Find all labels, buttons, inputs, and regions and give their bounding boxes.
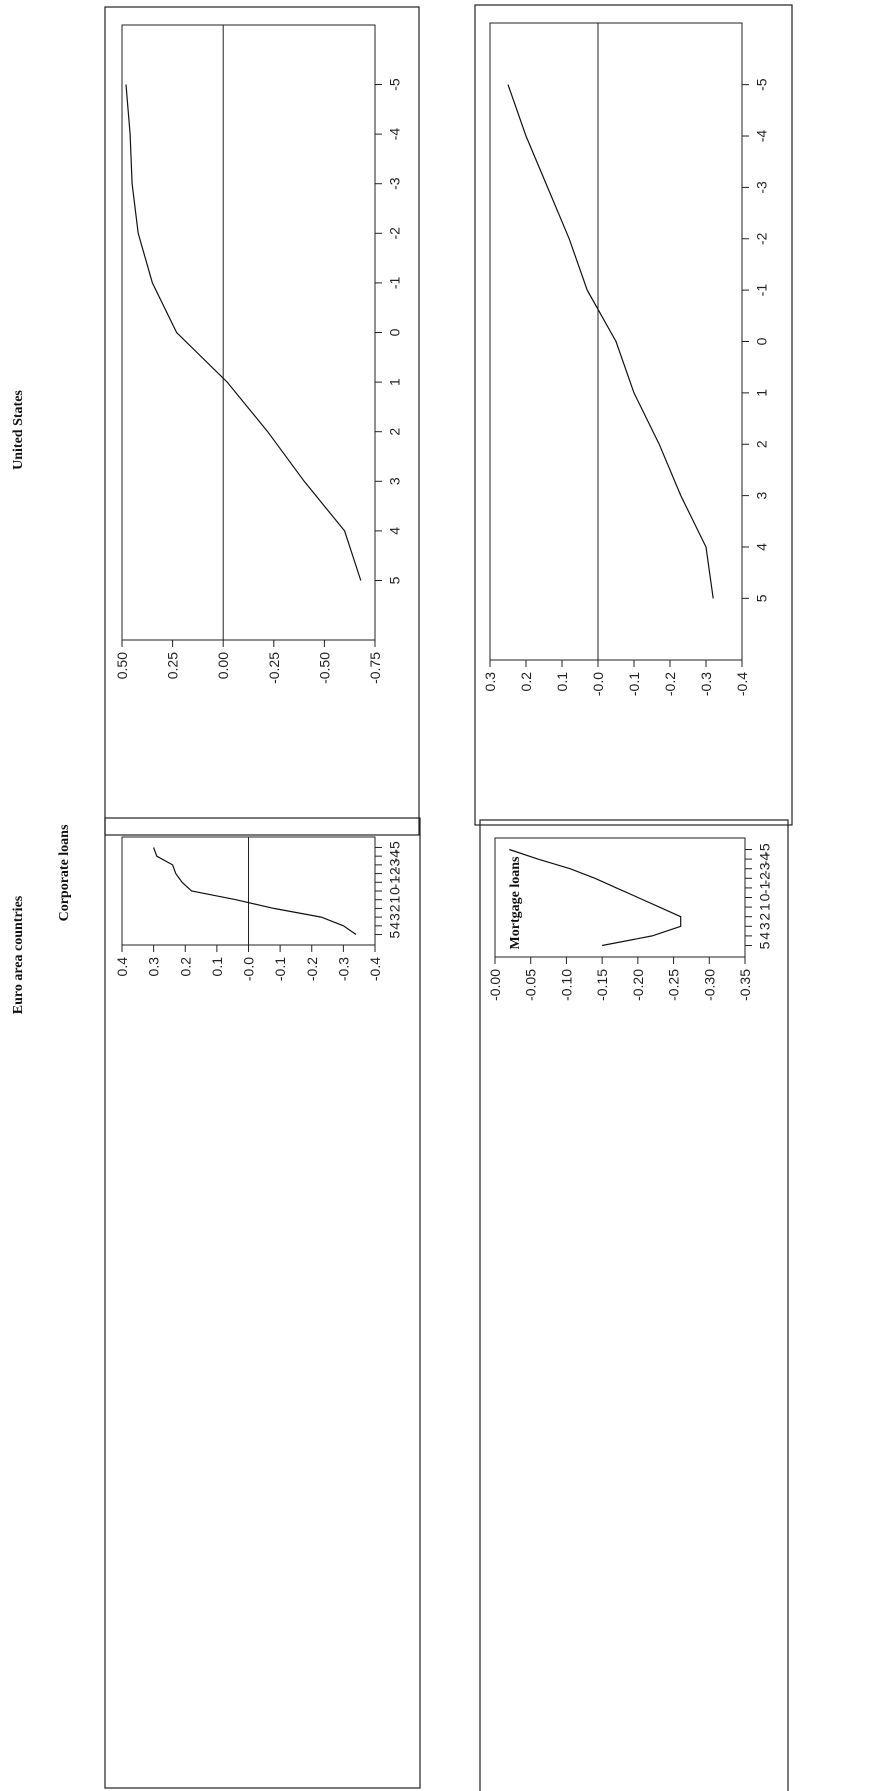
y-tick-label: -0.30 <box>701 969 717 1001</box>
y-tick-label: -0.05 <box>523 969 539 1001</box>
y-tick-label: -0.3 <box>698 672 714 696</box>
series-line <box>507 84 714 599</box>
x-tick-label: 1 <box>753 389 769 397</box>
x-tick-label: -5 <box>386 78 402 91</box>
y-tick-label: -0.25 <box>666 969 682 1001</box>
y-tick-label: -0.75 <box>367 652 383 684</box>
x-tick-label: -1 <box>386 876 402 889</box>
y-tick-label: -0.00 <box>487 969 503 1001</box>
y-tick-label: -0.2 <box>662 672 678 696</box>
y-tick-label: -0.1 <box>626 672 642 696</box>
x-tick-label: -2 <box>753 232 769 245</box>
x-tick-label: 2 <box>386 428 402 436</box>
panel-us-corporate: -5 -4 -3 -2 -1 0 1 2 3 4 5 0.50 0.25 0.00 -0.25 -0.50 -0… <box>104 6 420 836</box>
heading-corporate: Corporate loans <box>57 824 72 921</box>
x-tick-label: 0 <box>386 887 402 895</box>
x-tick-label: -1 <box>753 284 769 297</box>
x-tick-label: 0 <box>753 337 769 345</box>
x-tick-label: 4 <box>756 932 772 940</box>
x-tick-label: 5 <box>756 941 772 949</box>
x-tick-label: 0 <box>386 328 402 336</box>
x-tick-label: 3 <box>753 492 769 500</box>
x-tick-label: 2 <box>386 904 402 912</box>
y-tick-label: -0.1 <box>272 957 288 981</box>
y-tick-label: 0.4 <box>114 957 130 977</box>
x-tick-label: -3 <box>386 177 402 190</box>
x-tick-label: 4 <box>753 543 769 551</box>
y-tick-label: -0.10 <box>558 969 574 1001</box>
x-tick-label: 1 <box>386 378 402 386</box>
y-tick-label: 0.2 <box>177 957 193 977</box>
x-tick-label: 3 <box>386 913 402 921</box>
y-tick-label: -0.0 <box>241 957 257 981</box>
x-tick-label: -1 <box>386 276 402 289</box>
outer-frame <box>479 819 789 1791</box>
y-tick-label: -0.2 <box>304 957 320 981</box>
panel-us-mortgage: -5 -4 -3 -2 -1 0 1 2 3 4 5 0.3 0.2 0.1 -0.0 -0.1 -0.2 -0.… <box>474 4 793 826</box>
x-tick-label: 5 <box>386 930 402 938</box>
x-tick-label: 1 <box>756 903 772 911</box>
plot-area <box>121 24 376 641</box>
y-tick-label: -0.0 <box>590 672 606 696</box>
y-tick-label: -0.50 <box>316 652 332 684</box>
x-tick-label: 1 <box>386 896 402 904</box>
x-tick-label: -4 <box>753 130 769 143</box>
x-tick-label: 4 <box>386 922 402 930</box>
x-tick-label: -5 <box>753 78 769 91</box>
x-tick-label: 2 <box>753 440 769 448</box>
outer-frame <box>104 817 421 1789</box>
x-tick-label: -2 <box>386 867 402 880</box>
y-tick-label: -0.20 <box>630 969 646 1001</box>
x-tick-label: -2 <box>756 872 772 885</box>
x-tick-label: -4 <box>756 853 772 866</box>
x-tick-label: 5 <box>386 576 402 584</box>
y-tick-label: 0.1 <box>209 957 225 977</box>
y-tick-label: 0.50 <box>114 652 130 679</box>
x-tick-label: -4 <box>386 850 402 863</box>
x-tick-label: -2 <box>386 227 402 240</box>
y-tick-label: -0.4 <box>734 672 750 696</box>
heading-us: United States <box>11 390 26 470</box>
x-tick-label: 0 <box>756 893 772 901</box>
x-tick-label: -5 <box>386 841 402 854</box>
x-tick-label: -1 <box>756 881 772 894</box>
x-tick-label: 2 <box>756 913 772 921</box>
x-tick-label: -5 <box>756 843 772 856</box>
y-tick-label: -0.3 <box>335 957 351 981</box>
series-line <box>153 847 357 935</box>
plot-area <box>494 837 746 958</box>
panel-euro-mortgage: -5-4-3-2-10 1 23 45 -0.00 -0.05 -0.10 -0.15 -0.2… <box>479 819 789 1791</box>
outer-frame <box>104 6 420 836</box>
heading-mortgage: Mortgage loans <box>508 856 523 949</box>
y-tick-label: -0.4 <box>367 957 383 981</box>
y-tick-label: -0.35 <box>737 969 753 1001</box>
y-tick-label: 0.3 <box>482 672 498 692</box>
x-tick-label: -3 <box>753 181 769 194</box>
x-tick-label: -3 <box>386 858 402 871</box>
y-tick-label: 0.1 <box>554 672 570 692</box>
x-tick-label: 5 <box>753 594 769 602</box>
series-line <box>125 84 362 581</box>
y-tick-label: 0.25 <box>165 652 181 679</box>
x-tick-label: 3 <box>756 922 772 930</box>
y-tick-label: 0.2 <box>518 672 534 692</box>
x-tick-label: -3 <box>756 862 772 875</box>
y-tick-label: 0.00 <box>215 652 231 679</box>
y-tick-label: -0.25 <box>266 652 282 684</box>
heading-euro: Euro area countries <box>11 895 26 1014</box>
y-tick-label: 0.3 <box>146 957 162 977</box>
series-line <box>509 848 682 947</box>
x-tick-label: 3 <box>386 477 402 485</box>
x-tick-label: -4 <box>386 128 402 141</box>
y-tick-label: -0.15 <box>594 969 610 1001</box>
outer-frame <box>474 4 793 826</box>
x-tick-label: 4 <box>386 527 402 535</box>
